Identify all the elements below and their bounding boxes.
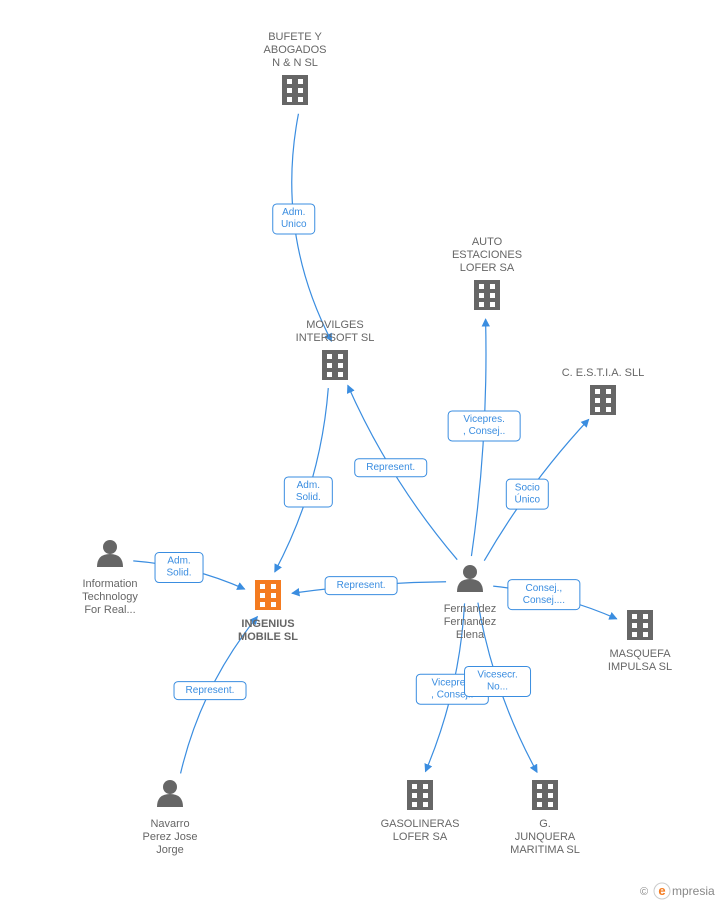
node-label: JUNQUERA xyxy=(515,831,576,843)
svg-text:Solid.: Solid. xyxy=(167,568,192,579)
node-label: MOVILGES xyxy=(306,319,363,331)
svg-text:Único: Único xyxy=(515,492,541,505)
node-bufete: BUFETE YABOGADOSN & N SL xyxy=(264,31,327,105)
node-auto: AUTOESTACIONESLOFER SA xyxy=(452,236,522,310)
node-label: Jorge xyxy=(156,844,184,856)
node-label: C. E.S.T.I.A. SLL xyxy=(562,367,645,379)
svg-text:Unico: Unico xyxy=(281,219,307,230)
node-label: AUTO xyxy=(472,236,503,248)
node-label: MOBILE SL xyxy=(238,631,298,643)
logo-text: mpresia xyxy=(672,884,715,898)
node-ingenius: INGENIUSMOBILE SL xyxy=(238,580,298,643)
copyright: © xyxy=(640,886,648,898)
edge-label: Consej.,Consej.... xyxy=(508,580,580,610)
network-diagram: BUFETE YABOGADOSN & N SL MOVILGESINTERSOF… xyxy=(0,0,728,905)
edge-label: Represent. xyxy=(325,577,397,595)
svg-text:No...: No... xyxy=(487,682,508,693)
edge-label: Vicesecr.No... xyxy=(465,666,531,696)
svg-text:Consej.,: Consej., xyxy=(526,583,563,594)
node-label: LOFER SA xyxy=(393,831,448,843)
svg-text:Adm.: Adm. xyxy=(167,556,190,567)
svg-text:Represent.: Represent. xyxy=(337,580,386,591)
node-label: Elena xyxy=(456,629,485,641)
svg-text:, Consej..: , Consej.. xyxy=(463,426,505,437)
node-label: IMPULSA SL xyxy=(608,661,672,673)
svg-text:Consej....: Consej.... xyxy=(523,595,565,606)
node-label: Fernandez xyxy=(444,603,497,615)
svg-text:Represent.: Represent. xyxy=(186,685,235,696)
node-cestia: C. E.S.T.I.A. SLL xyxy=(562,367,645,415)
edge-label: Adm.Solid. xyxy=(284,477,332,507)
node-label: ABOGADOS xyxy=(264,44,327,56)
svg-text:Solid.: Solid. xyxy=(296,492,321,503)
node-movilges: MOVILGESINTERSOFT SL xyxy=(296,319,375,380)
node-info: InformationTechnologyFor Real... xyxy=(82,540,138,616)
node-label: MASQUEFA xyxy=(609,648,671,660)
edge-label: Vicepres., Consej.. xyxy=(448,411,520,441)
node-junquera: G.JUNQUERAMARITIMA SL xyxy=(510,780,580,856)
node-label: Perez Jose xyxy=(142,831,197,843)
node-masquefa: MASQUEFAIMPULSA SL xyxy=(608,610,672,673)
node-label: GASOLINERAS xyxy=(381,818,460,830)
node-label: MARITIMA SL xyxy=(510,844,580,856)
node-label: BUFETE Y xyxy=(268,31,322,43)
logo-initial: e xyxy=(658,883,665,898)
node-label: For Real... xyxy=(84,604,135,616)
edge-label: Adm.Solid. xyxy=(155,553,203,583)
svg-text:Socio: Socio xyxy=(515,482,540,493)
node-fernandez: FernandezFernandezElena xyxy=(444,565,497,641)
node-label: Information xyxy=(82,578,137,590)
node-label: INGENIUS xyxy=(241,618,294,630)
node-label: ESTACIONES xyxy=(452,249,522,261)
svg-text:Vicesecr.: Vicesecr. xyxy=(477,670,517,681)
node-label: INTERSOFT SL xyxy=(296,332,375,344)
node-label: Technology xyxy=(82,591,138,603)
svg-text:Adm.: Adm. xyxy=(297,480,320,491)
edge-label: Adm.Unico xyxy=(273,204,315,234)
node-label: LOFER SA xyxy=(460,262,515,274)
edge-label: Represent. xyxy=(174,682,246,700)
edge-label: Represent. xyxy=(355,459,427,477)
node-label: N & N SL xyxy=(272,57,318,69)
node-label: Navarro xyxy=(150,818,189,830)
edge-label: SocioÚnico xyxy=(506,479,548,509)
node-label: Fernandez xyxy=(444,616,497,628)
svg-text:Adm.: Adm. xyxy=(282,207,305,218)
node-label: G. xyxy=(539,818,551,830)
node-gasolineras: GASOLINERASLOFER SA xyxy=(381,780,460,843)
node-navarro: NavarroPerez JoseJorge xyxy=(142,780,197,856)
svg-text:Vicepres.: Vicepres. xyxy=(463,414,505,425)
svg-text:Represent.: Represent. xyxy=(366,462,415,473)
